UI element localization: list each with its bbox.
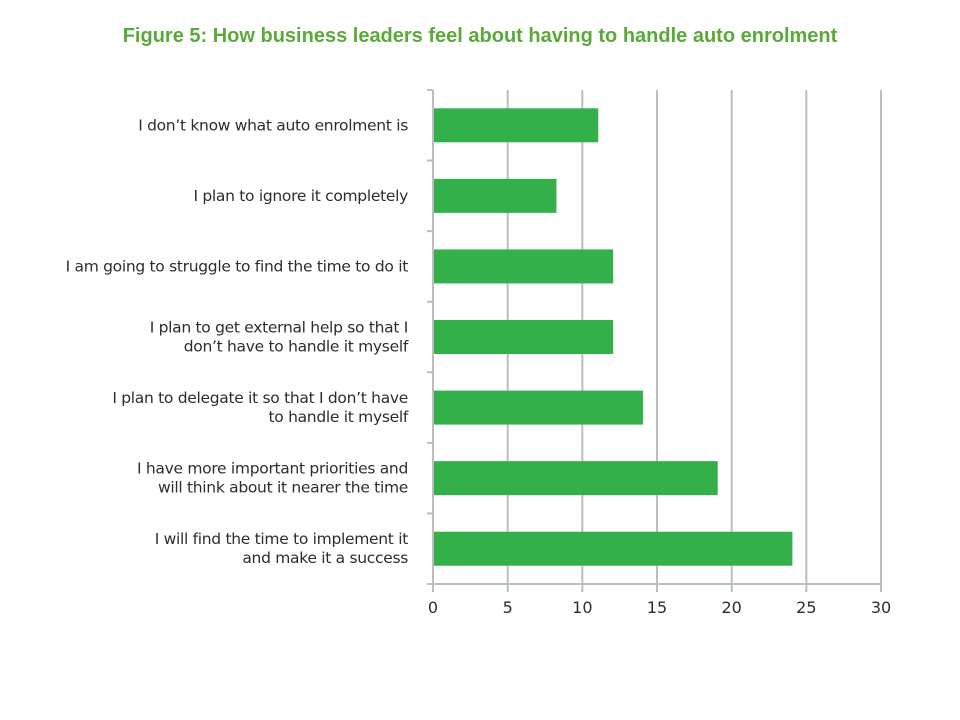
bar: [434, 108, 599, 143]
category-label: I plan to get external help so that I: [150, 319, 408, 337]
category-label: I don’t know what auto enrolment is: [138, 116, 408, 134]
bar: [434, 390, 644, 425]
bar: [434, 320, 614, 354]
x-tick-label: 10: [572, 598, 592, 617]
category-label: I am going to struggle to find the time …: [66, 257, 409, 275]
x-tick-label: 25: [796, 598, 816, 617]
tick-labels: 0 5 10 15 20 25 30: [428, 598, 891, 617]
category-label: I will find the time to implement it: [155, 530, 409, 548]
bar: [434, 249, 614, 284]
category-label: will think about it nearer the time: [158, 479, 408, 497]
category-label: I plan to delegate it so that I don’t ha…: [112, 389, 408, 407]
bar: [434, 178, 557, 213]
category-label: to handle it myself: [269, 408, 409, 426]
category-label: don’t have to handle it myself: [184, 338, 409, 356]
category-label: and make it a success: [242, 549, 408, 567]
bar: [434, 461, 718, 496]
x-tick-label: 20: [721, 598, 741, 617]
x-tick-label: 30: [871, 598, 891, 617]
x-tick-label: 0: [428, 598, 438, 617]
x-tick-label: 15: [647, 598, 667, 617]
bar: [434, 531, 793, 566]
category-label: I have more important priorities and: [137, 460, 408, 478]
bars: [434, 108, 793, 566]
axes: [427, 89, 881, 592]
category-labels: I don’t know what auto enrolment is I pla…: [66, 116, 410, 567]
category-label: I plan to ignore it completely: [193, 187, 408, 205]
x-tick-label: 5: [503, 598, 513, 617]
chart-title: Figure 5: How business leaders feel abou…: [122, 25, 838, 47]
